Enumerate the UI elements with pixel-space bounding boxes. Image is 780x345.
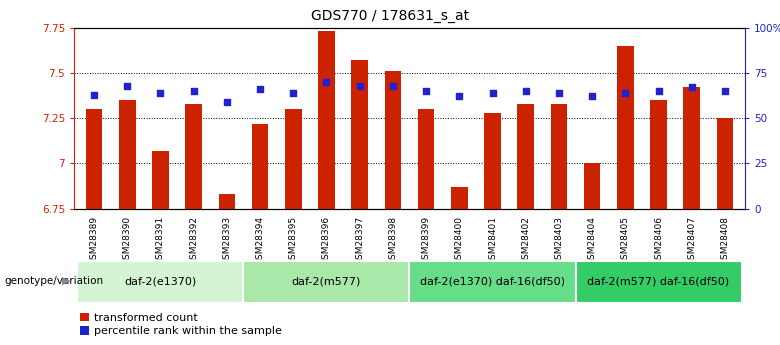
Bar bbox=[576, 261, 742, 303]
Point bbox=[718, 88, 731, 94]
Bar bbox=[119, 100, 136, 209]
Point bbox=[553, 90, 566, 96]
Bar bbox=[651, 100, 667, 209]
Bar bbox=[517, 104, 534, 209]
Text: daf-2(e1370) daf-16(df50): daf-2(e1370) daf-16(df50) bbox=[420, 276, 565, 286]
Text: GDS770 / 178631_s_at: GDS770 / 178631_s_at bbox=[311, 9, 469, 23]
Text: daf-2(m577): daf-2(m577) bbox=[292, 276, 361, 286]
Text: genotype/variation: genotype/variation bbox=[4, 276, 103, 286]
Text: daf-2(e1370): daf-2(e1370) bbox=[124, 276, 197, 286]
Point bbox=[254, 86, 266, 92]
Point bbox=[154, 90, 167, 96]
Bar bbox=[218, 194, 235, 209]
Bar bbox=[285, 109, 302, 209]
Legend: transformed count, percentile rank within the sample: transformed count, percentile rank withi… bbox=[80, 313, 282, 336]
Point bbox=[321, 79, 333, 85]
Text: ▶: ▶ bbox=[62, 276, 70, 286]
Point bbox=[686, 85, 698, 90]
Bar bbox=[717, 118, 733, 209]
Bar bbox=[551, 104, 567, 209]
Bar bbox=[418, 109, 434, 209]
Bar bbox=[243, 261, 410, 303]
Point bbox=[187, 88, 200, 94]
Bar bbox=[318, 31, 335, 209]
Bar bbox=[385, 71, 401, 209]
Point bbox=[420, 88, 432, 94]
Bar bbox=[484, 113, 501, 209]
Point bbox=[387, 83, 399, 88]
Bar bbox=[186, 104, 202, 209]
Bar bbox=[617, 46, 633, 209]
Point bbox=[88, 92, 101, 97]
Point bbox=[121, 83, 133, 88]
Point bbox=[453, 93, 466, 99]
Bar bbox=[584, 164, 601, 209]
Point bbox=[586, 93, 598, 99]
Point bbox=[221, 99, 233, 105]
Bar bbox=[86, 109, 102, 209]
Point bbox=[652, 88, 665, 94]
Bar bbox=[152, 151, 168, 209]
Point bbox=[287, 90, 300, 96]
Point bbox=[619, 90, 632, 96]
Text: daf-2(m577) daf-16(df50): daf-2(m577) daf-16(df50) bbox=[587, 276, 729, 286]
Bar bbox=[252, 124, 268, 209]
Bar bbox=[683, 87, 700, 209]
Bar bbox=[410, 261, 576, 303]
Bar bbox=[351, 60, 368, 209]
Bar bbox=[451, 187, 468, 209]
Point bbox=[519, 88, 532, 94]
Point bbox=[486, 90, 498, 96]
Point bbox=[353, 83, 366, 88]
Bar bbox=[77, 261, 243, 303]
